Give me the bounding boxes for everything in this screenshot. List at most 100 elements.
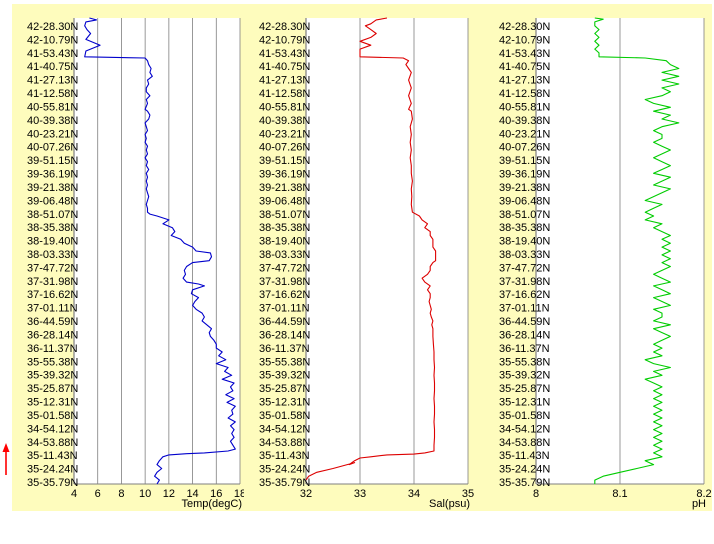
- y-tick-label: 35-35.79N: [259, 477, 310, 489]
- y-tick-label: 37-47.72N: [27, 262, 78, 274]
- y-tick-label: 35-25.87N: [259, 383, 310, 395]
- y-tick-label: 42-10.79N: [27, 34, 78, 46]
- y-tick-label: 38-35.38N: [259, 222, 310, 234]
- y-tick-label: 37-47.72N: [259, 262, 310, 274]
- y-tick-label: 38-51.07N: [259, 209, 310, 221]
- y-tick-label: 34-54.12N: [499, 423, 550, 435]
- y-tick-label: 34-54.12N: [259, 423, 310, 435]
- y-tick-label: 39-51.15N: [499, 155, 550, 167]
- y-tick-label: 40-23.21N: [499, 128, 550, 140]
- y-tick-label: 42-28.30N: [499, 21, 550, 33]
- x-tick-label: 8: [533, 488, 539, 500]
- y-tick-label: 34-54.12N: [27, 423, 78, 435]
- y-tick-label: 38-03.33N: [27, 249, 78, 261]
- y-tick-label: 37-16.62N: [259, 289, 310, 301]
- y-tick-label: 40-55.81N: [259, 101, 310, 113]
- y-tick-label: 39-06.48N: [259, 195, 310, 207]
- y-tick-label: 35-55.38N: [499, 356, 550, 368]
- y-tick-label: 41-27.13N: [27, 75, 78, 87]
- series-line-1: [84, 17, 236, 485]
- y-tick-label: 37-01.11N: [499, 303, 550, 315]
- x-axis-label: Temp(degC): [181, 498, 242, 510]
- y-tick-label: 40-39.38N: [27, 115, 78, 127]
- y-tick-label: 35-35.79N: [499, 477, 550, 489]
- y-tick-label: 35-39.32N: [259, 370, 310, 382]
- y-tick-label: 34-53.88N: [499, 437, 550, 449]
- y-tick-label: 35-39.32N: [499, 370, 550, 382]
- y-tick-label: 37-31.98N: [499, 276, 550, 288]
- y-tick-label: 37-31.98N: [259, 276, 310, 288]
- y-tick-label: 37-01.11N: [27, 303, 78, 315]
- y-tick-label: 41-40.75N: [499, 61, 550, 73]
- y-tick-label: 35-11.43N: [27, 450, 78, 462]
- series-line-3: [594, 17, 680, 484]
- y-tick-label: 37-31.98N: [27, 276, 78, 288]
- y-tick-label: 35-01.58N: [27, 410, 78, 422]
- x-tick-label: 10: [139, 488, 151, 500]
- y-tick-label: 39-06.48N: [499, 195, 550, 207]
- y-tick-label: 36-11.37N: [259, 343, 310, 355]
- y-tick-label: 36-44.59N: [27, 316, 78, 328]
- x-tick-label: 4: [71, 488, 77, 500]
- x-tick-label: 6: [95, 488, 101, 500]
- y-tick-label: 35-25.87N: [499, 383, 550, 395]
- y-tick-label: 35-12.31N: [27, 397, 78, 409]
- x-tick-label: 18: [234, 488, 246, 500]
- y-tick-label: 41-53.43N: [27, 48, 78, 60]
- y-tick-label: 40-55.81N: [27, 101, 78, 113]
- up-arrow-icon: [2, 443, 10, 475]
- y-tick-label: 40-55.81N: [499, 101, 550, 113]
- x-tick-label: 16: [210, 488, 222, 500]
- y-tick-label: 39-21.38N: [27, 182, 78, 194]
- y-tick-label: 38-03.33N: [259, 249, 310, 261]
- y-tick-label: 39-36.19N: [27, 169, 78, 181]
- y-tick-label: 34-53.88N: [27, 437, 78, 449]
- y-tick-label: 42-10.79N: [259, 34, 310, 46]
- y-tick-label: 38-19.40N: [499, 236, 550, 248]
- y-tick-label: 39-21.38N: [259, 182, 310, 194]
- x-tick-label: 8.2: [696, 488, 711, 500]
- y-tick-label: 40-39.38N: [499, 115, 550, 127]
- y-tick-label: 35-01.58N: [499, 410, 550, 422]
- x-tick-label: 34: [408, 488, 420, 500]
- plot-area: [74, 18, 240, 484]
- y-tick-label: 36-11.37N: [27, 343, 78, 355]
- y-tick-label: 38-35.38N: [27, 222, 78, 234]
- y-tick-label: 41-53.43N: [499, 48, 550, 60]
- x-axis-label: Sal(psu): [429, 498, 470, 510]
- x-tick-label: 14: [186, 488, 198, 500]
- x-tick-label: 12: [163, 488, 175, 500]
- y-tick-label: 35-01.58N: [259, 410, 310, 422]
- y-tick-label: 38-19.40N: [27, 236, 78, 248]
- x-tick-label: 8.1: [612, 488, 627, 500]
- y-tick-label: 40-07.26N: [27, 142, 78, 154]
- y-tick-label: 38-03.33N: [499, 249, 550, 261]
- y-tick-label: 39-51.15N: [27, 155, 78, 167]
- y-tick-label: 35-24.24N: [259, 464, 310, 476]
- y-tick-label: 41-40.75N: [259, 61, 310, 73]
- y-tick-label: 41-12.58N: [499, 88, 550, 100]
- y-tick-label: 37-16.62N: [27, 289, 78, 301]
- y-tick-label: 41-40.75N: [27, 61, 78, 73]
- y-tick-label: 39-21.38N: [499, 182, 550, 194]
- y-tick-label: 36-44.59N: [259, 316, 310, 328]
- y-tick-label: 36-44.59N: [499, 316, 550, 328]
- y-tick-label: 35-24.24N: [27, 464, 78, 476]
- y-tick-label: 40-23.21N: [259, 128, 310, 140]
- y-tick-label: 39-36.19N: [259, 169, 310, 181]
- y-tick-label: 37-01.11N: [259, 303, 310, 315]
- y-tick-label: 39-06.48N: [27, 195, 78, 207]
- y-tick-label: 35-11.43N: [499, 450, 550, 462]
- y-tick-label: 40-39.38N: [259, 115, 310, 127]
- y-tick-label: 36-28.14N: [27, 329, 78, 341]
- y-tick-label: 41-12.58N: [27, 88, 78, 100]
- y-tick-label: 41-27.13N: [259, 75, 310, 87]
- y-tick-label: 38-19.40N: [259, 236, 310, 248]
- y-tick-label: 35-55.38N: [259, 356, 310, 368]
- y-tick-label: 36-11.37N: [499, 343, 550, 355]
- y-tick-label: 40-23.21N: [27, 128, 78, 140]
